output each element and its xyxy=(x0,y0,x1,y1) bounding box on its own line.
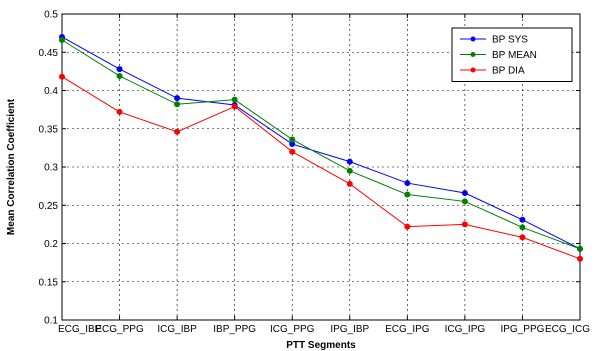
data-point xyxy=(404,180,411,187)
data-point xyxy=(346,180,353,187)
series-bp-dia xyxy=(59,73,583,262)
data-point xyxy=(346,158,353,165)
legend-swatch-marker xyxy=(470,36,476,42)
data-point xyxy=(346,167,353,174)
legend-swatch-marker xyxy=(470,52,476,57)
x-tick-label: IPG_IBP xyxy=(330,324,369,335)
x-tick-label: ECG_IBP xyxy=(58,324,102,335)
data-point xyxy=(59,73,65,80)
data-point xyxy=(231,103,238,110)
y-tick-label: 0.45 xyxy=(39,48,59,59)
data-point xyxy=(461,198,468,205)
data-point xyxy=(519,224,526,231)
data-point xyxy=(577,255,583,262)
legend-label: BP MEAN xyxy=(492,50,537,61)
series-line xyxy=(61,76,581,260)
y-tick-label: 0.5 xyxy=(44,10,58,21)
series-line xyxy=(61,36,581,250)
x-tick-label: ECG_IPG xyxy=(385,324,430,335)
legend-swatch-marker xyxy=(470,67,476,73)
legend: BP SYS BP MEAN BP DIA xyxy=(451,27,573,82)
data-point xyxy=(519,216,526,223)
series-bp-mean xyxy=(59,37,583,252)
y-tick-label: 0.3 xyxy=(44,163,58,174)
y-tick-label: 0.25 xyxy=(39,201,59,212)
y-tick-label: 0.2 xyxy=(44,239,58,250)
data-point xyxy=(289,136,296,143)
data-point xyxy=(231,96,238,103)
data-point xyxy=(116,108,123,115)
x-tick-label: IPG_PPG xyxy=(500,324,544,335)
y-tick-label: 0.15 xyxy=(39,277,59,288)
legend-label: BP SYS xyxy=(492,35,528,46)
y-tick-label: 0.4 xyxy=(44,86,58,97)
data-point xyxy=(404,223,411,230)
data-point xyxy=(519,234,526,241)
data-point xyxy=(174,101,181,108)
data-point xyxy=(174,95,181,102)
series-layer xyxy=(59,33,583,262)
y-tick-label: 0.35 xyxy=(39,124,59,135)
data-point xyxy=(59,37,65,44)
data-point xyxy=(289,148,296,155)
data-point xyxy=(461,190,468,197)
data-point xyxy=(116,66,123,73)
x-tick-label: IBP_PPG xyxy=(213,324,256,335)
x-tick-label: ICG_IPG xyxy=(445,324,486,335)
x-tick-label: ICG_PPG xyxy=(270,324,315,335)
data-point xyxy=(461,221,468,228)
y-tick-label: 0.1 xyxy=(44,316,58,327)
x-tick-label: ICG_IBP xyxy=(157,324,197,335)
data-point xyxy=(577,245,583,252)
series-line xyxy=(61,39,581,250)
data-point xyxy=(116,72,123,79)
data-point xyxy=(404,191,411,198)
x-tick-label: ECG_ICG xyxy=(545,324,590,335)
legend-label: BP DIA xyxy=(492,66,525,77)
y-axis-label: Mean Correlation Coefficient xyxy=(6,98,17,235)
x-axis-label: PTT Segments xyxy=(286,340,356,351)
x-tick-label: ECG_PPG xyxy=(95,324,144,335)
data-point xyxy=(174,128,181,135)
tick-layer: 0.10.150.20.250.30.350.40.450.5ECG_IBPEC… xyxy=(39,10,591,336)
